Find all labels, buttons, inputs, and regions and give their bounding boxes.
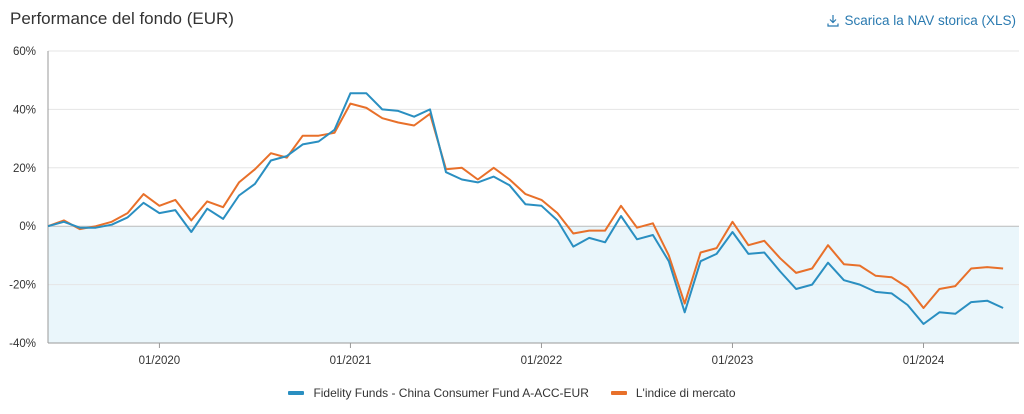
download-nav-link[interactable]: Scarica la NAV storica (XLS)	[827, 13, 1016, 28]
y-tick-label: 60%	[13, 46, 36, 58]
x-tick-label: 01/2021	[330, 355, 372, 367]
x-tick-label: 01/2023	[712, 355, 754, 367]
y-tick-label: -40%	[9, 338, 36, 350]
series-line-fund	[47, 92, 1004, 325]
performance-chart: 60% 40% 20% 0% -20% -40% 01/2020 01/2021 01/2022…	[9, 46, 1019, 367]
legend-item-fund[interactable]: Fidelity Funds - China Consumer Fund A-A…	[288, 386, 589, 400]
x-tick-label: 01/2022	[521, 355, 563, 367]
y-tick-label: -20%	[9, 280, 36, 292]
chart-title: Performance del fondo (EUR)	[10, 9, 234, 28]
legend-label-fund: Fidelity Funds - China Consumer Fund A-A…	[313, 386, 589, 400]
download-icon	[827, 15, 840, 27]
y-tick-label: 40%	[13, 104, 36, 116]
legend-label-index: L'indice di mercato	[635, 386, 736, 400]
download-label: Scarica la NAV storica (XLS)	[844, 13, 1016, 28]
legend-swatch-index	[610, 391, 627, 395]
y-tick-label: 20%	[13, 163, 36, 175]
y-tick-label: 0%	[19, 221, 36, 233]
series-line-index	[47, 102, 1004, 309]
x-tick-label: 01/2020	[139, 355, 181, 367]
legend-item-index[interactable]: L'indice di mercato	[610, 386, 736, 400]
x-tick-label: 01/2024	[903, 355, 945, 367]
legend-swatch-fund	[288, 391, 305, 395]
chart-legend: Fidelity Funds - China Consumer Fund A-A…	[0, 386, 1024, 400]
